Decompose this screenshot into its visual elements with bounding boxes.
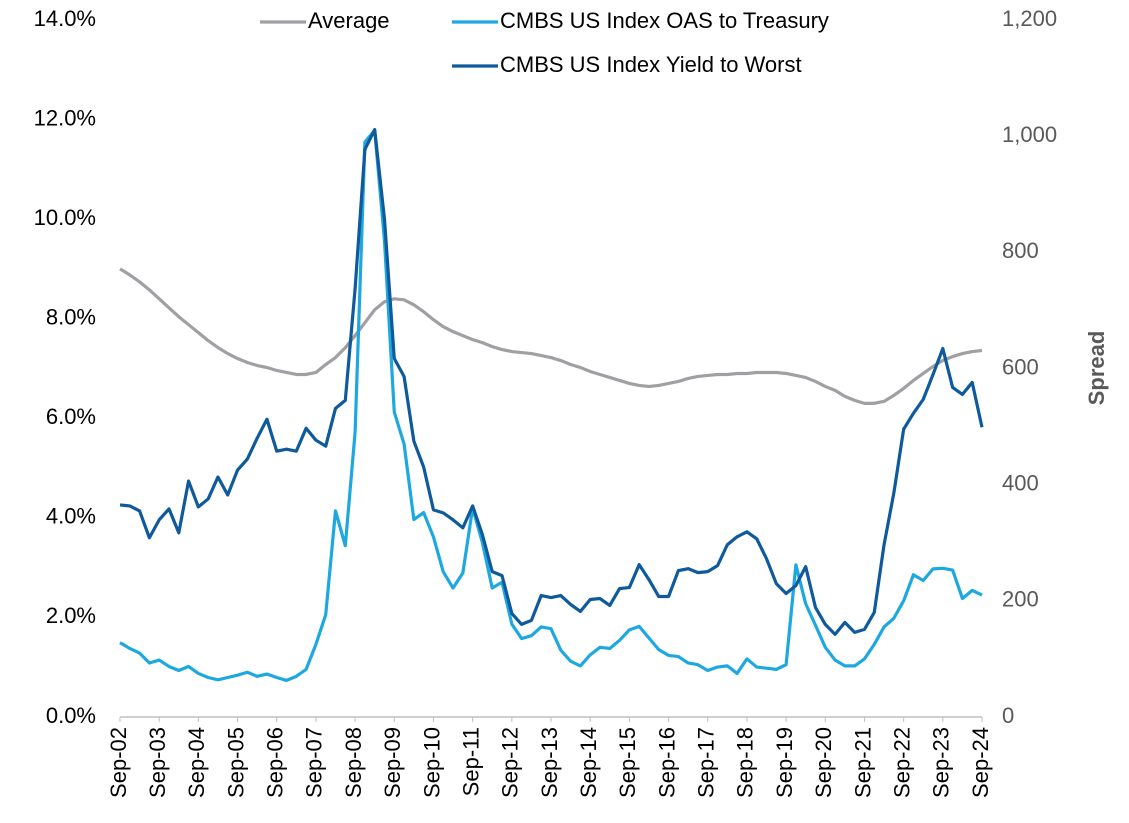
- x-tick-label: Sep-10: [419, 727, 444, 798]
- x-tick-label: Sep-13: [537, 727, 562, 798]
- y-tick-label: 14.0%: [34, 6, 96, 31]
- y-tick-label: 6.0%: [46, 404, 96, 429]
- x-tick-label: Sep-18: [733, 727, 758, 798]
- x-tick-label: Sep-15: [615, 727, 640, 798]
- x-tick-label: Sep-17: [694, 727, 719, 798]
- series-line: [119, 267, 983, 405]
- x-tick-label: Sep-14: [576, 727, 601, 798]
- x-tick-label: Sep-12: [498, 727, 523, 798]
- x-tick-label: Sep-24: [968, 727, 993, 798]
- x-tick-label: Sep-08: [341, 727, 366, 798]
- y2-tick-label: 600: [1002, 354, 1039, 379]
- x-tick-label: Sep-23: [929, 727, 954, 798]
- legend-label: Average: [308, 8, 390, 33]
- x-tick-label: Sep-11: [458, 727, 483, 796]
- x-tick-label: Sep-22: [889, 727, 914, 798]
- x-tick-label: Sep-16: [654, 727, 679, 798]
- x-tick-label: Sep-21: [850, 727, 875, 798]
- y-tick-label: 10.0%: [34, 205, 96, 230]
- x-tick-label: Sep-03: [145, 727, 170, 798]
- legend-label: CMBS US Index Yield to Worst: [500, 52, 802, 77]
- y2-tick-label: 800: [1002, 238, 1039, 263]
- legend-label: CMBS US Index OAS to Treasury: [500, 8, 829, 33]
- series-line: [119, 127, 984, 636]
- x-tick-label: Sep-20: [811, 727, 836, 798]
- y-tick-label: 12.0%: [34, 105, 96, 130]
- x-tick-label: Sep-07: [302, 727, 327, 798]
- y-tick-label: 2.0%: [46, 603, 96, 628]
- x-tick-label: Sep-09: [380, 727, 405, 798]
- y2-tick-label: 400: [1002, 470, 1039, 495]
- x-tick-label: Sep-05: [223, 727, 248, 798]
- y2-tick-label: 0: [1002, 703, 1014, 728]
- x-tick-label: Sep-06: [263, 727, 288, 798]
- y-tick-label: 4.0%: [46, 504, 96, 529]
- x-tick-label: Sep-19: [772, 727, 797, 798]
- y-tick-label: 8.0%: [46, 305, 96, 330]
- series-line: [119, 128, 983, 683]
- y2-tick-label: 1,000: [1002, 122, 1057, 147]
- x-tick-label: Sep-04: [184, 727, 209, 798]
- y2-tick-label: 200: [1002, 587, 1039, 612]
- y2-axis-label: Spread: [1084, 331, 1109, 406]
- y-tick-label: 0.0%: [46, 703, 96, 728]
- x-tick-label: Sep-02: [106, 727, 131, 798]
- y2-tick-label: 1,200: [1002, 6, 1057, 31]
